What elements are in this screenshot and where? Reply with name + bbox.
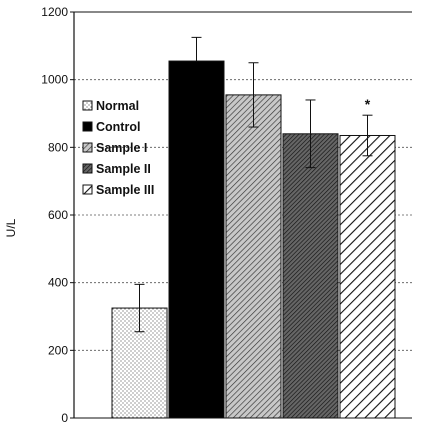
bar-sample-iii	[339, 134, 396, 419]
significance-marker: *	[365, 96, 371, 112]
y-tick-label: 600	[48, 208, 68, 222]
bar-sample-ii	[282, 133, 339, 419]
bars	[111, 60, 396, 419]
legend-swatch-control	[82, 121, 93, 132]
error-bars	[134, 36, 373, 333]
legend-label-normal: Normal	[96, 99, 139, 113]
bar-control	[168, 60, 225, 419]
legend-swatch-sample-ii	[82, 163, 93, 174]
y-tick-labels: 0 200 400 600 800 1000 1200	[41, 5, 68, 422]
annotations: *	[365, 96, 371, 112]
legend-label-sample-iii: Sample III	[96, 183, 154, 197]
y-tick-label: 1000	[41, 73, 68, 87]
legend: Normal Control Sample I Sample II Sample III	[82, 99, 154, 197]
legend-swatch-normal	[82, 100, 93, 111]
legend-swatch-sample-iii	[82, 184, 93, 195]
y-tick-label: 1200	[41, 5, 68, 19]
legend-label-sample-ii: Sample II	[96, 162, 151, 176]
y-tick-label: 800	[48, 140, 68, 154]
legend-label-sample-i: Sample I	[96, 141, 147, 155]
y-tick-label: 200	[48, 343, 68, 357]
legend-swatch-sample-i	[82, 142, 93, 153]
y-tick-label: 0	[61, 411, 68, 422]
y-tick-label: 400	[48, 276, 68, 290]
bar-sample-i	[225, 94, 282, 419]
legend-label-control: Control	[96, 120, 140, 134]
y-axis-label: U/L	[4, 218, 18, 237]
